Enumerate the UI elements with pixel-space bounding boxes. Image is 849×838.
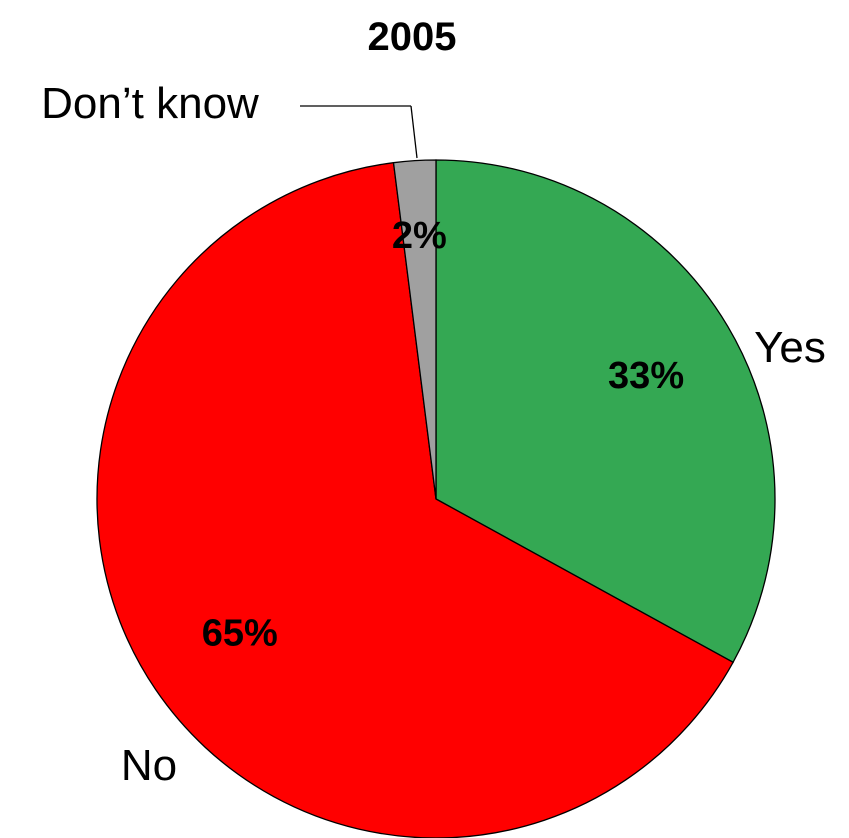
pie-slices [96,159,776,838]
pie-slice-value-label: 33% [608,355,684,397]
chart-title: 2005 [368,15,457,59]
pie-slice-value-label: 65% [202,612,278,654]
dont-know-leader-line-drop [410,105,418,159]
pie-labels: 33% Yes 65% No 2% Don’t know [41,79,826,790]
pie-category-label: No [121,741,177,790]
pie-category-label: Don’t know [41,79,259,128]
pie-slice-value-label: 2% [392,215,447,257]
pie-slice-don-t-know [392,159,437,500]
pie-slice-no [96,161,734,838]
pie-slice-yes [435,159,776,664]
pie-category-label: Yes [754,323,826,372]
